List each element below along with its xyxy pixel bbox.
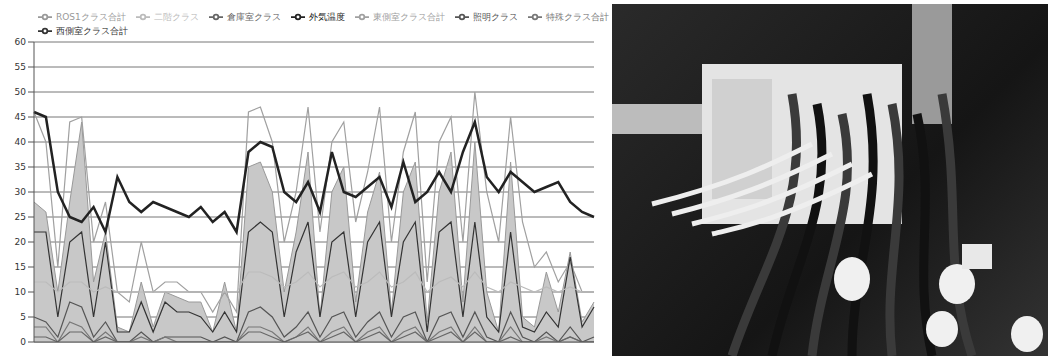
- svg-text:30: 30: [15, 187, 27, 197]
- svg-text:60: 60: [15, 37, 27, 47]
- svg-text:55: 55: [15, 62, 26, 72]
- html-text:倉庫室クラス: 倉庫室クラス: [226, 11, 281, 22]
- html-text:二階クラス: 二階クラス: [153, 11, 199, 22]
- html-text:ROS1クラス合計: ROS1クラス合計: [56, 11, 126, 22]
- html-text:外気温度: 外気温度: [308, 11, 345, 22]
- svg-text:10: 10: [15, 287, 27, 297]
- html-text:照明クラス: 照明クラス: [472, 11, 518, 22]
- svg-text:40: 40: [15, 137, 27, 147]
- svg-text:45: 45: [15, 112, 26, 122]
- svg-text:20: 20: [15, 237, 27, 247]
- html-text:特殊クラス合計: 特殊クラス合計: [545, 11, 609, 22]
- svg-text:35: 35: [15, 162, 26, 172]
- svg-text:0: 0: [20, 337, 26, 347]
- svg-text:15: 15: [15, 262, 26, 272]
- html-text:東側室クラス合計: 東側室クラス合計: [372, 11, 445, 22]
- svg-text:5: 5: [20, 312, 26, 322]
- html-text:西側室クラス合計: 西側室クラス合計: [56, 25, 128, 36]
- svg-text:25: 25: [15, 212, 26, 222]
- svg-text:50: 50: [15, 87, 27, 97]
